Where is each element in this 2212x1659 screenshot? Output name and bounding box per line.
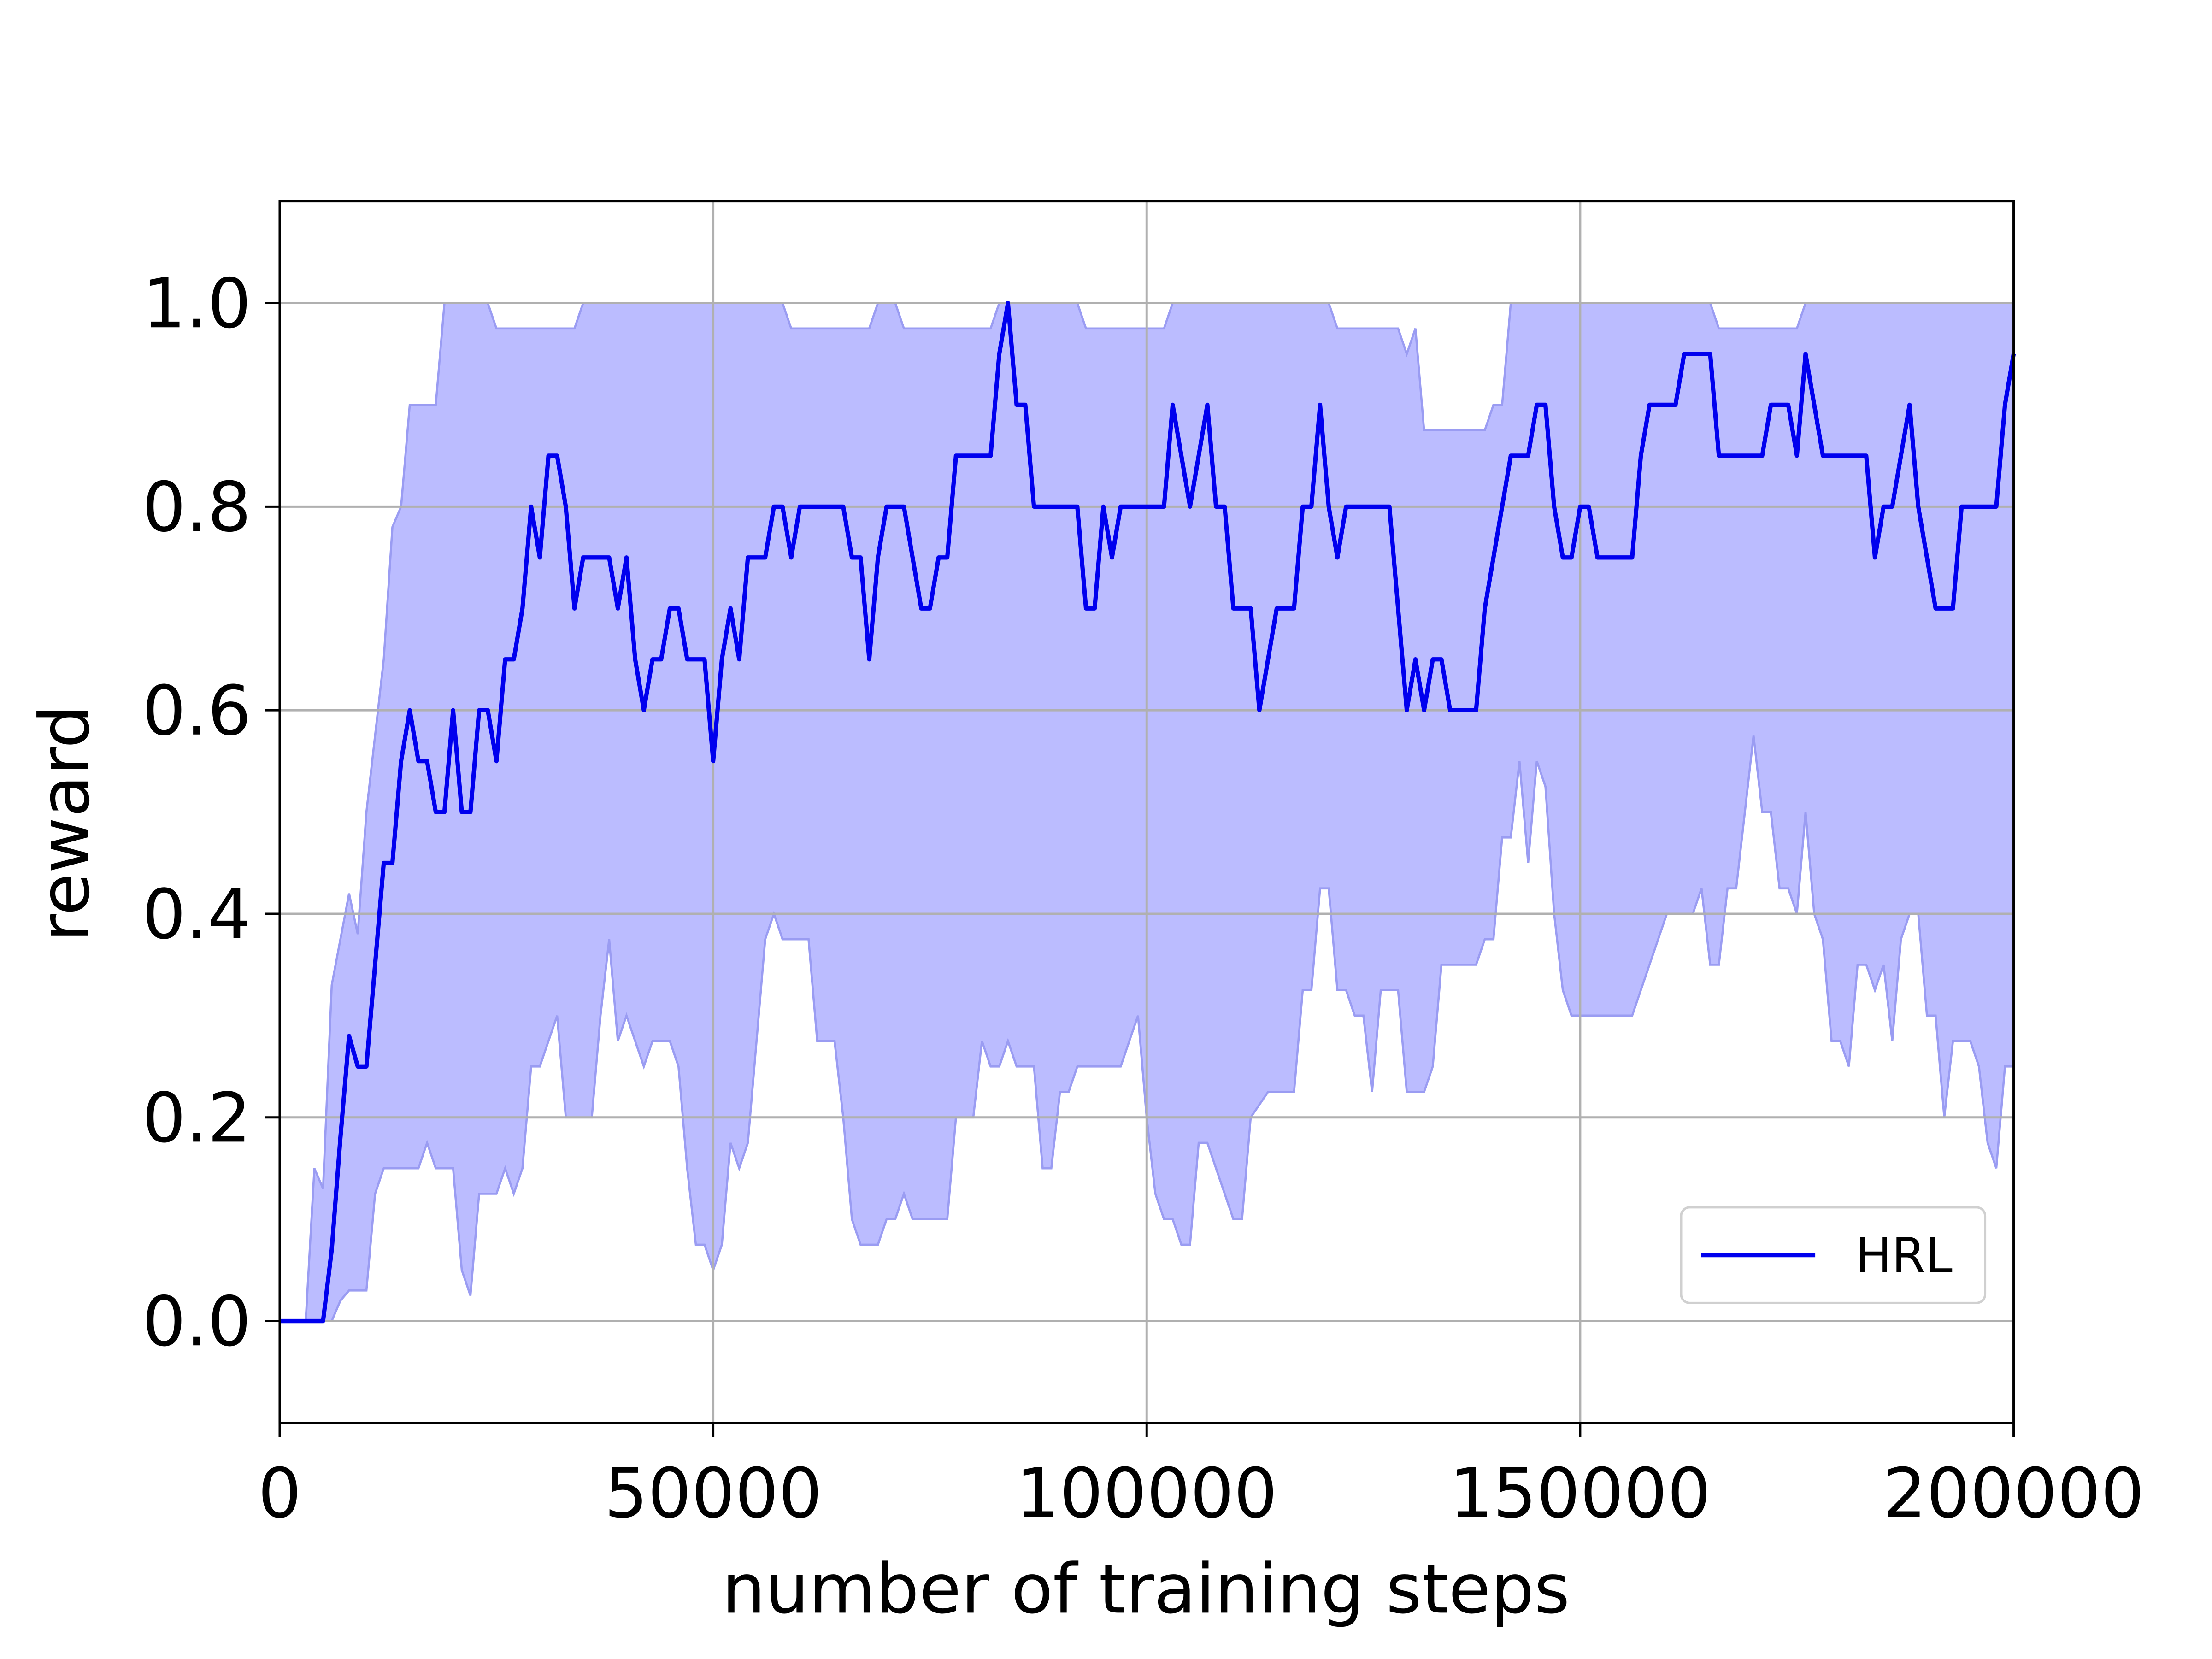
plot-frame [278, 200, 2015, 1424]
y-axis-label: reward [25, 705, 105, 942]
x-tick-label: 100000 [1016, 1454, 1277, 1534]
legend-box [1680, 1206, 1987, 1304]
band-edge [279, 302, 2014, 1322]
y-tick-label: 0.0 [142, 1282, 251, 1362]
band-edge [279, 735, 2014, 1322]
legend-label: HRL [1855, 1227, 1953, 1284]
y-tick-label: 0.2 [142, 1078, 251, 1158]
x-tick-label: 150000 [1449, 1454, 1711, 1534]
x-tick-label: 0 [258, 1454, 302, 1534]
y-tick-label: 0.6 [142, 671, 251, 751]
x-tick-label: 200000 [1883, 1454, 2144, 1534]
y-tick-label: 0.4 [142, 875, 251, 955]
y-tick-label: 1.0 [142, 264, 251, 344]
series-line [279, 300, 2016, 1324]
x-tick-label: 50000 [604, 1454, 822, 1534]
y-tick-label: 0.8 [142, 468, 251, 547]
legend: HRL [1680, 1206, 1987, 1304]
x-axis-label: number of training steps [722, 1549, 1570, 1629]
